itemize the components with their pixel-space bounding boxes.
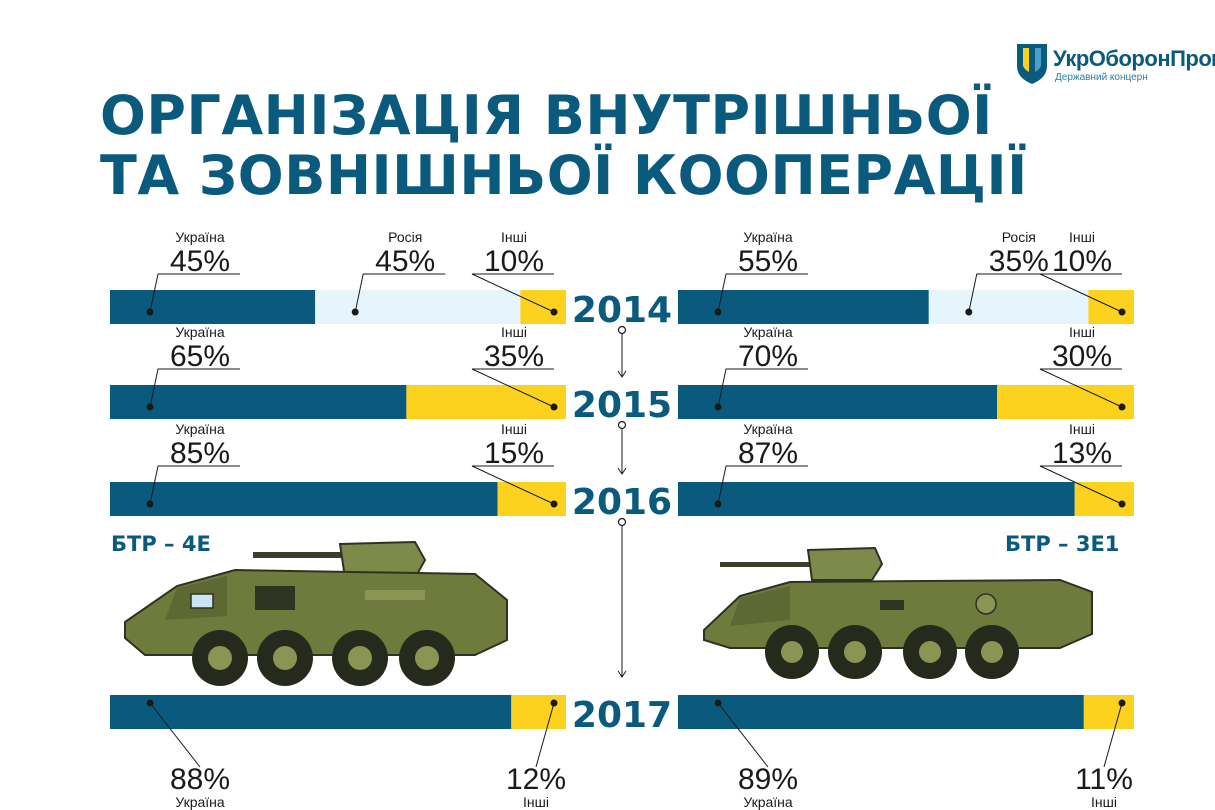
leader-line (717, 273, 808, 313)
leader-line (717, 465, 808, 505)
value-label-інші-2016: 13% (1052, 437, 1112, 470)
series-label-україна-2014: Україна (175, 229, 225, 245)
timeline-dot (617, 420, 627, 430)
bar-segment-росія-2014 (315, 290, 521, 324)
leader-line (471, 368, 555, 408)
bar-segment-україна-2015 (678, 385, 998, 419)
series-label-україна-2015: Україна (175, 324, 225, 340)
bar-segment-україна-2017 (678, 695, 1084, 729)
logo-brand: УкрОборонПром (1053, 46, 1215, 71)
series-label-інші-2015: Інші (501, 324, 527, 340)
bar-segment-україна-2016 (110, 482, 498, 516)
value-label-україна-2016: 87% (738, 437, 798, 470)
value-label-росія-2014: 45% (375, 245, 435, 278)
leader-line (149, 702, 201, 768)
leader-line (1039, 273, 1123, 313)
value-label-україна-2015: 65% (170, 340, 230, 373)
leader-line (471, 465, 555, 505)
leader-line (717, 702, 769, 768)
bar-segment-україна-2016 (678, 482, 1075, 516)
leader-line (149, 368, 240, 408)
series-label-інші-2014: Інші (501, 229, 527, 245)
title-line-1: ОРГАНІЗАЦІЯ ВНУТРІШНЬОЇ (100, 84, 993, 147)
bar-segment-інші-2017 (511, 695, 566, 729)
title-line-2: ТА ЗОВНІШНЬОЇ КООПЕРАЦІЇ (100, 144, 1028, 207)
leader-line (1039, 368, 1123, 408)
year-label-2017: 2017 (572, 695, 672, 736)
leader-line (354, 273, 446, 313)
value-label-інші-2015: 35% (484, 340, 544, 373)
series-label-україна-2016: Україна (175, 421, 225, 437)
leader-line (149, 465, 240, 505)
timeline-arrow-icon (617, 467, 627, 475)
apc-btr-3e1-illustration (703, 546, 1093, 679)
bar-segment-україна-2015 (110, 385, 407, 419)
leader-line (149, 273, 240, 313)
bar-segment-інші-2015 (997, 385, 1134, 419)
year-label-2014: 2014 (572, 290, 672, 331)
series-label-інші-2016: Інші (501, 421, 527, 437)
series-label-інші-2017: Інші (1091, 794, 1117, 810)
series-label-росія-2014: Росія (388, 229, 422, 245)
page-title: ОРГАНІЗАЦІЯ ВНУТРІШНЬОЇ ТА ЗОВНІШНЬОЇ КО… (100, 86, 1028, 206)
leader-line (535, 702, 555, 768)
leader-line (1103, 702, 1123, 768)
series-label-україна-2017: Україна (743, 794, 793, 810)
series-label-інші-2017: Інші (523, 794, 549, 810)
logo-subtitle: Державний концерн (1055, 72, 1148, 83)
value-label-інші-2014: 10% (1052, 245, 1112, 278)
series-label-інші-2016: Інші (1069, 421, 1095, 437)
leader-line (717, 368, 808, 408)
timeline-dot (617, 325, 627, 335)
logo: УкрОборонПром Державний концерн (1015, 40, 1215, 90)
leader-line (968, 273, 1059, 313)
series-label-росія-2014: Росія (1002, 229, 1036, 245)
year-label-2015: 2015 (572, 385, 672, 426)
shield-icon (1017, 44, 1047, 84)
bar-segment-інші-2017 (1083, 695, 1134, 729)
bar-segment-україна-2014 (110, 290, 316, 324)
timeline-arrow-icon (617, 370, 627, 378)
value-label-україна-2014: 45% (170, 245, 230, 278)
year-label-2016: 2016 (572, 482, 672, 523)
value-label-україна-2015: 70% (738, 340, 798, 373)
series-label-україна-2014: Україна (743, 229, 793, 245)
value-label-україна-2016: 85% (170, 437, 230, 470)
series-label-україна-2016: Україна (743, 421, 793, 437)
bar-segment-росія-2014 (928, 290, 1089, 324)
value-label-інші-2014: 10% (484, 245, 544, 278)
value-label-україна-2014: 55% (738, 245, 798, 278)
bar-segment-інші-2015 (406, 385, 566, 419)
series-label-інші-2015: Інші (1069, 324, 1095, 340)
leader-line (471, 273, 555, 313)
value-label-інші-2015: 30% (1052, 340, 1112, 373)
value-label-україна-2017: 88% (170, 763, 230, 796)
bar-segment-україна-2014 (678, 290, 929, 324)
series-label-інші-2014: Інші (1069, 229, 1095, 245)
timeline-dot (617, 517, 627, 527)
value-label-інші-2017: 12% (506, 763, 566, 796)
vehicle-label-left: БТР – 4Е (111, 532, 211, 556)
value-label-україна-2017: 89% (738, 763, 798, 796)
series-label-україна-2017: Україна (175, 794, 225, 810)
series-label-україна-2015: Україна (743, 324, 793, 340)
leader-line (1039, 465, 1123, 505)
bar-segment-інші-2016 (1074, 482, 1134, 516)
bar-segment-україна-2017 (110, 695, 512, 729)
vehicle-label-right: БТР – 3Е1 (1005, 532, 1120, 556)
value-label-інші-2016: 15% (484, 437, 544, 470)
bar-segment-інші-2016 (497, 482, 566, 516)
value-label-росія-2014: 35% (989, 245, 1049, 278)
timeline-arrow-icon (617, 670, 627, 678)
value-label-інші-2017: 11% (1075, 763, 1133, 796)
apc-btr-4e-illustration (124, 540, 508, 686)
